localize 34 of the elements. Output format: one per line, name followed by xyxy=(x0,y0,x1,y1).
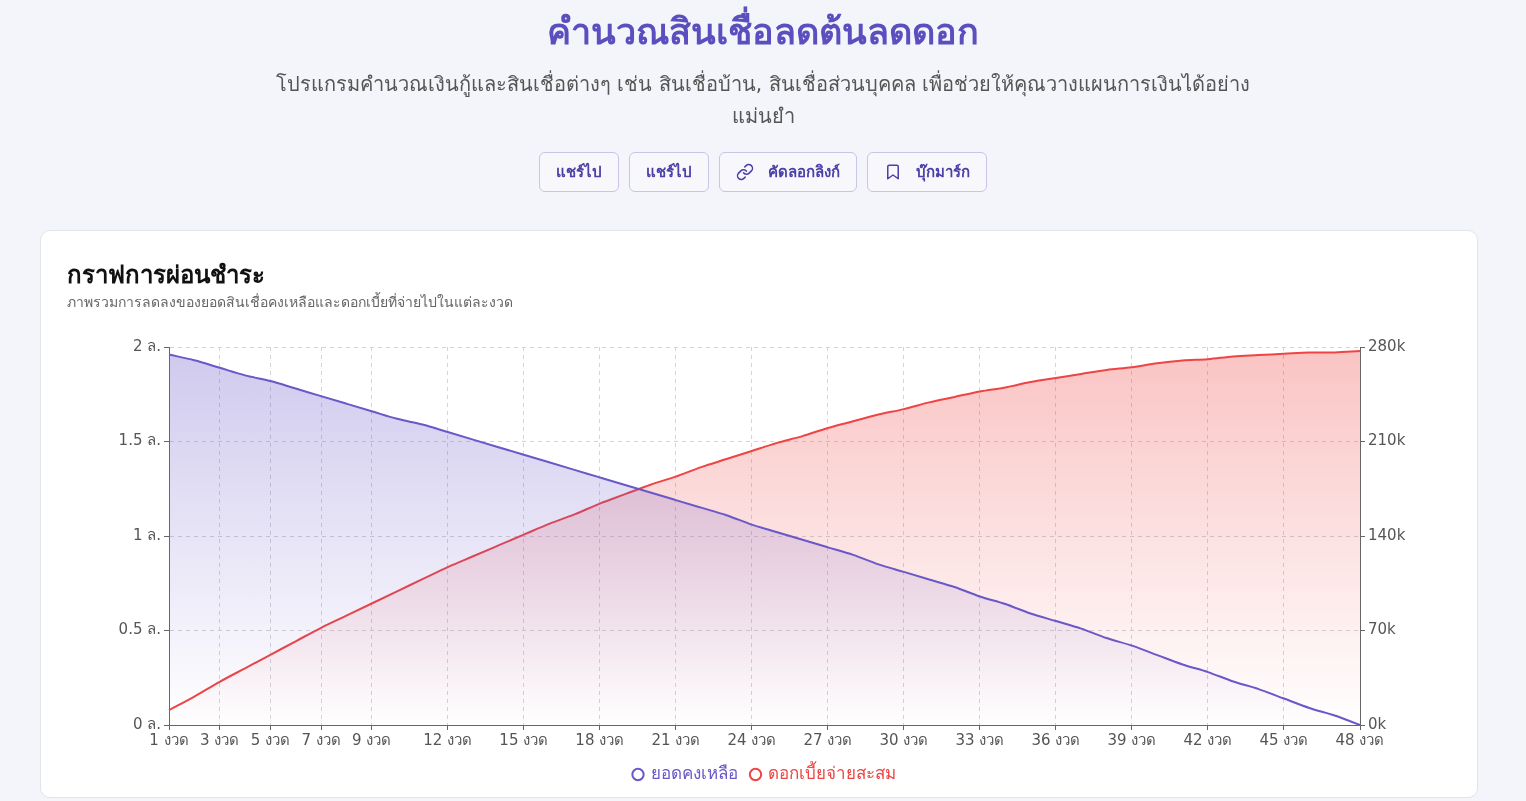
y-tick-label: 0 ล. xyxy=(132,714,161,733)
x-tick-label: 21 งวด xyxy=(651,730,701,749)
x-tick-label: 15 งวด xyxy=(499,730,549,749)
y2-tick-label: 210k xyxy=(1368,431,1406,450)
y-tick-label: 1.5 ล. xyxy=(118,431,161,450)
x-tick-label: 30 งวด xyxy=(879,730,929,749)
chart-subtitle: โปรแกรมคำนวณเงินกู้และสินเชื่อต่างๆ เช่น สินเชื่อบ้าน, สินเชื่อส่วนบุคคล เพื่อช่วยให้คุณวางแผนการเงินได้อย่างแม่นยำ xyxy=(275,69,1251,130)
x-tick-label: 18 งวด xyxy=(575,730,625,749)
x-tick-label: 42 งวด xyxy=(1183,730,1233,749)
legend-label: ดอกเบี้ยจ่ายสะสม xyxy=(768,760,896,783)
y2-tick-label: 280k xyxy=(1368,336,1406,355)
x-tick-label: 36 งวด xyxy=(1031,730,1081,749)
y2-tick-label: 70k xyxy=(1368,620,1397,639)
x-tick-label: 33 งวด xyxy=(955,730,1005,749)
x-tick-label: 5 งวด xyxy=(250,730,291,749)
legend-label: ยอดคงเหลือ xyxy=(650,762,738,783)
y-tick-label: 2 ล. xyxy=(132,336,161,355)
x-tick-label: 24 งวด xyxy=(727,730,777,749)
x-tick-label: 45 งวด xyxy=(1259,730,1309,749)
y2-tick-label: 0k xyxy=(1368,714,1387,733)
x-tick-label: 12 งวด xyxy=(423,730,473,749)
x-tick-label: 7 งวด xyxy=(301,730,341,749)
text: กราฟการผ่อนชำระ xyxy=(67,260,265,291)
x-tick-label: 39 งวด xyxy=(1107,730,1157,749)
y-tick-label: 1 ล. xyxy=(132,525,161,544)
y2-tick-label: 140k xyxy=(1368,525,1406,544)
x-tick-label: 27 งวด xyxy=(803,730,853,749)
x-tick-label: 9 งวด xyxy=(352,730,392,749)
x-tick-label: 3 งวด xyxy=(200,730,240,749)
chart-title: คำนวณสินเชื่อลดต้นลดดอก xyxy=(546,8,980,54)
x-tick-label: 48 งวด xyxy=(1335,730,1385,749)
y-tick-label: 0.5 ล. xyxy=(118,620,161,639)
text: ภาพรวมการลดลงของยอดสินเชื่อคงเหลือและดอกเบี้ยที่จ่ายไปในแต่ละงวด xyxy=(67,291,513,312)
x-tick-label: 1 งวด xyxy=(149,730,189,749)
